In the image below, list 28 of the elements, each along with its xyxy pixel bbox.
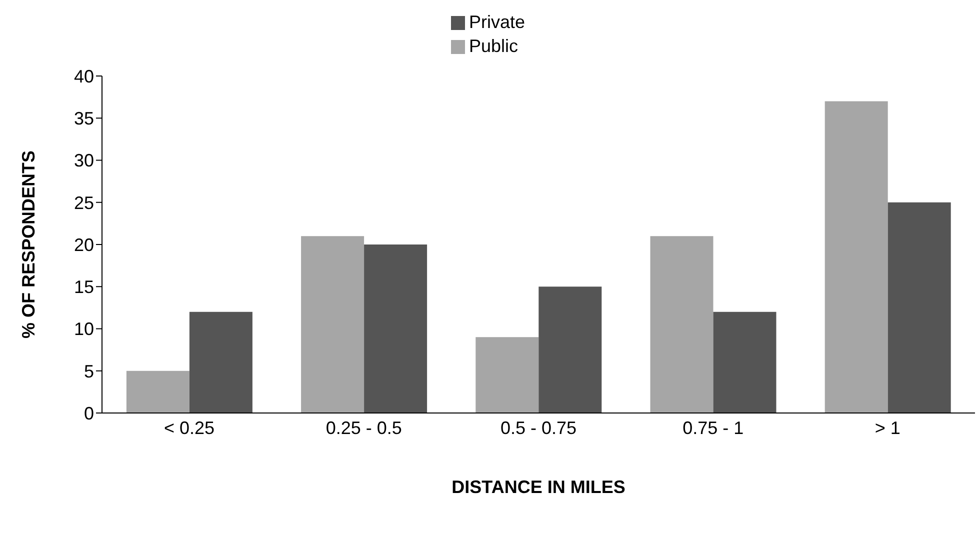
y-tick-label: 15 (74, 277, 94, 298)
y-tick-label: 30 (74, 150, 94, 171)
bar (888, 202, 951, 413)
bar (364, 244, 428, 413)
bar (713, 312, 776, 413)
x-tick-label: > 1 (874, 418, 900, 438)
legend-label: Private (468, 12, 526, 32)
y-tick-label: 10 (74, 319, 94, 340)
bar (301, 236, 364, 413)
bar (476, 337, 539, 413)
x-tick-label: 0.75 - 1 (682, 418, 744, 438)
y-axis-title: % OF RESPONDENTS (18, 150, 38, 339)
y-tick-label: 5 (84, 361, 94, 382)
x-tick-label: < 0.25 (164, 418, 215, 438)
y-tick-label: 0 (84, 403, 94, 424)
y-tick-label: 25 (74, 192, 94, 213)
legend-label: Public (468, 36, 518, 56)
x-tick-label: 0.25 - 0.5 (326, 418, 402, 438)
y-tick-label: 20 (74, 234, 94, 255)
y-tick-label: 40 (74, 66, 94, 86)
bar (824, 101, 888, 413)
y-tick-label: 35 (74, 108, 94, 129)
bar (538, 286, 602, 413)
bar (650, 236, 714, 413)
x-axis-title: DISTANCE IN MILES (452, 477, 626, 497)
bar (189, 312, 252, 413)
bar (126, 370, 190, 413)
x-tick-label: 0.5 - 0.75 (500, 418, 577, 438)
